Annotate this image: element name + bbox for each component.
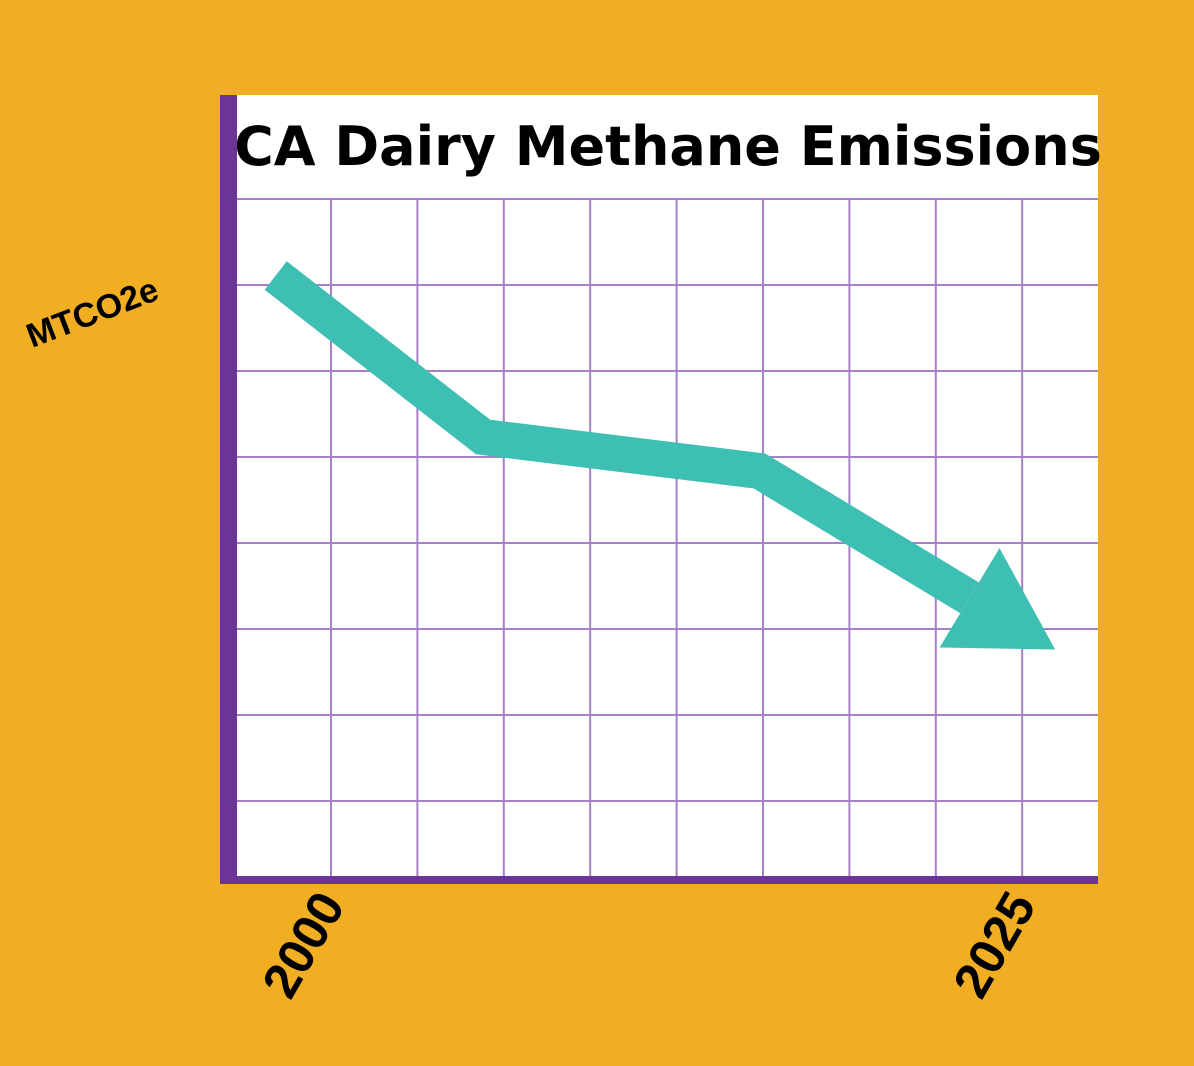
- trend-line: [264, 261, 979, 614]
- y-axis: [220, 95, 237, 883]
- y-axis-label: MTCO2e: [21, 271, 163, 356]
- x-tick-label: 2000: [251, 883, 355, 1007]
- x-tick-label: 2025: [942, 883, 1046, 1007]
- x-tick-labels: 2000 2025: [251, 883, 1046, 1007]
- plot-area: [220, 95, 1098, 882]
- arrowhead: [939, 548, 1056, 650]
- x-axis: [220, 876, 1098, 884]
- chart-title: CA Dairy Methane Emissions: [234, 115, 1102, 178]
- series: [264, 261, 1056, 650]
